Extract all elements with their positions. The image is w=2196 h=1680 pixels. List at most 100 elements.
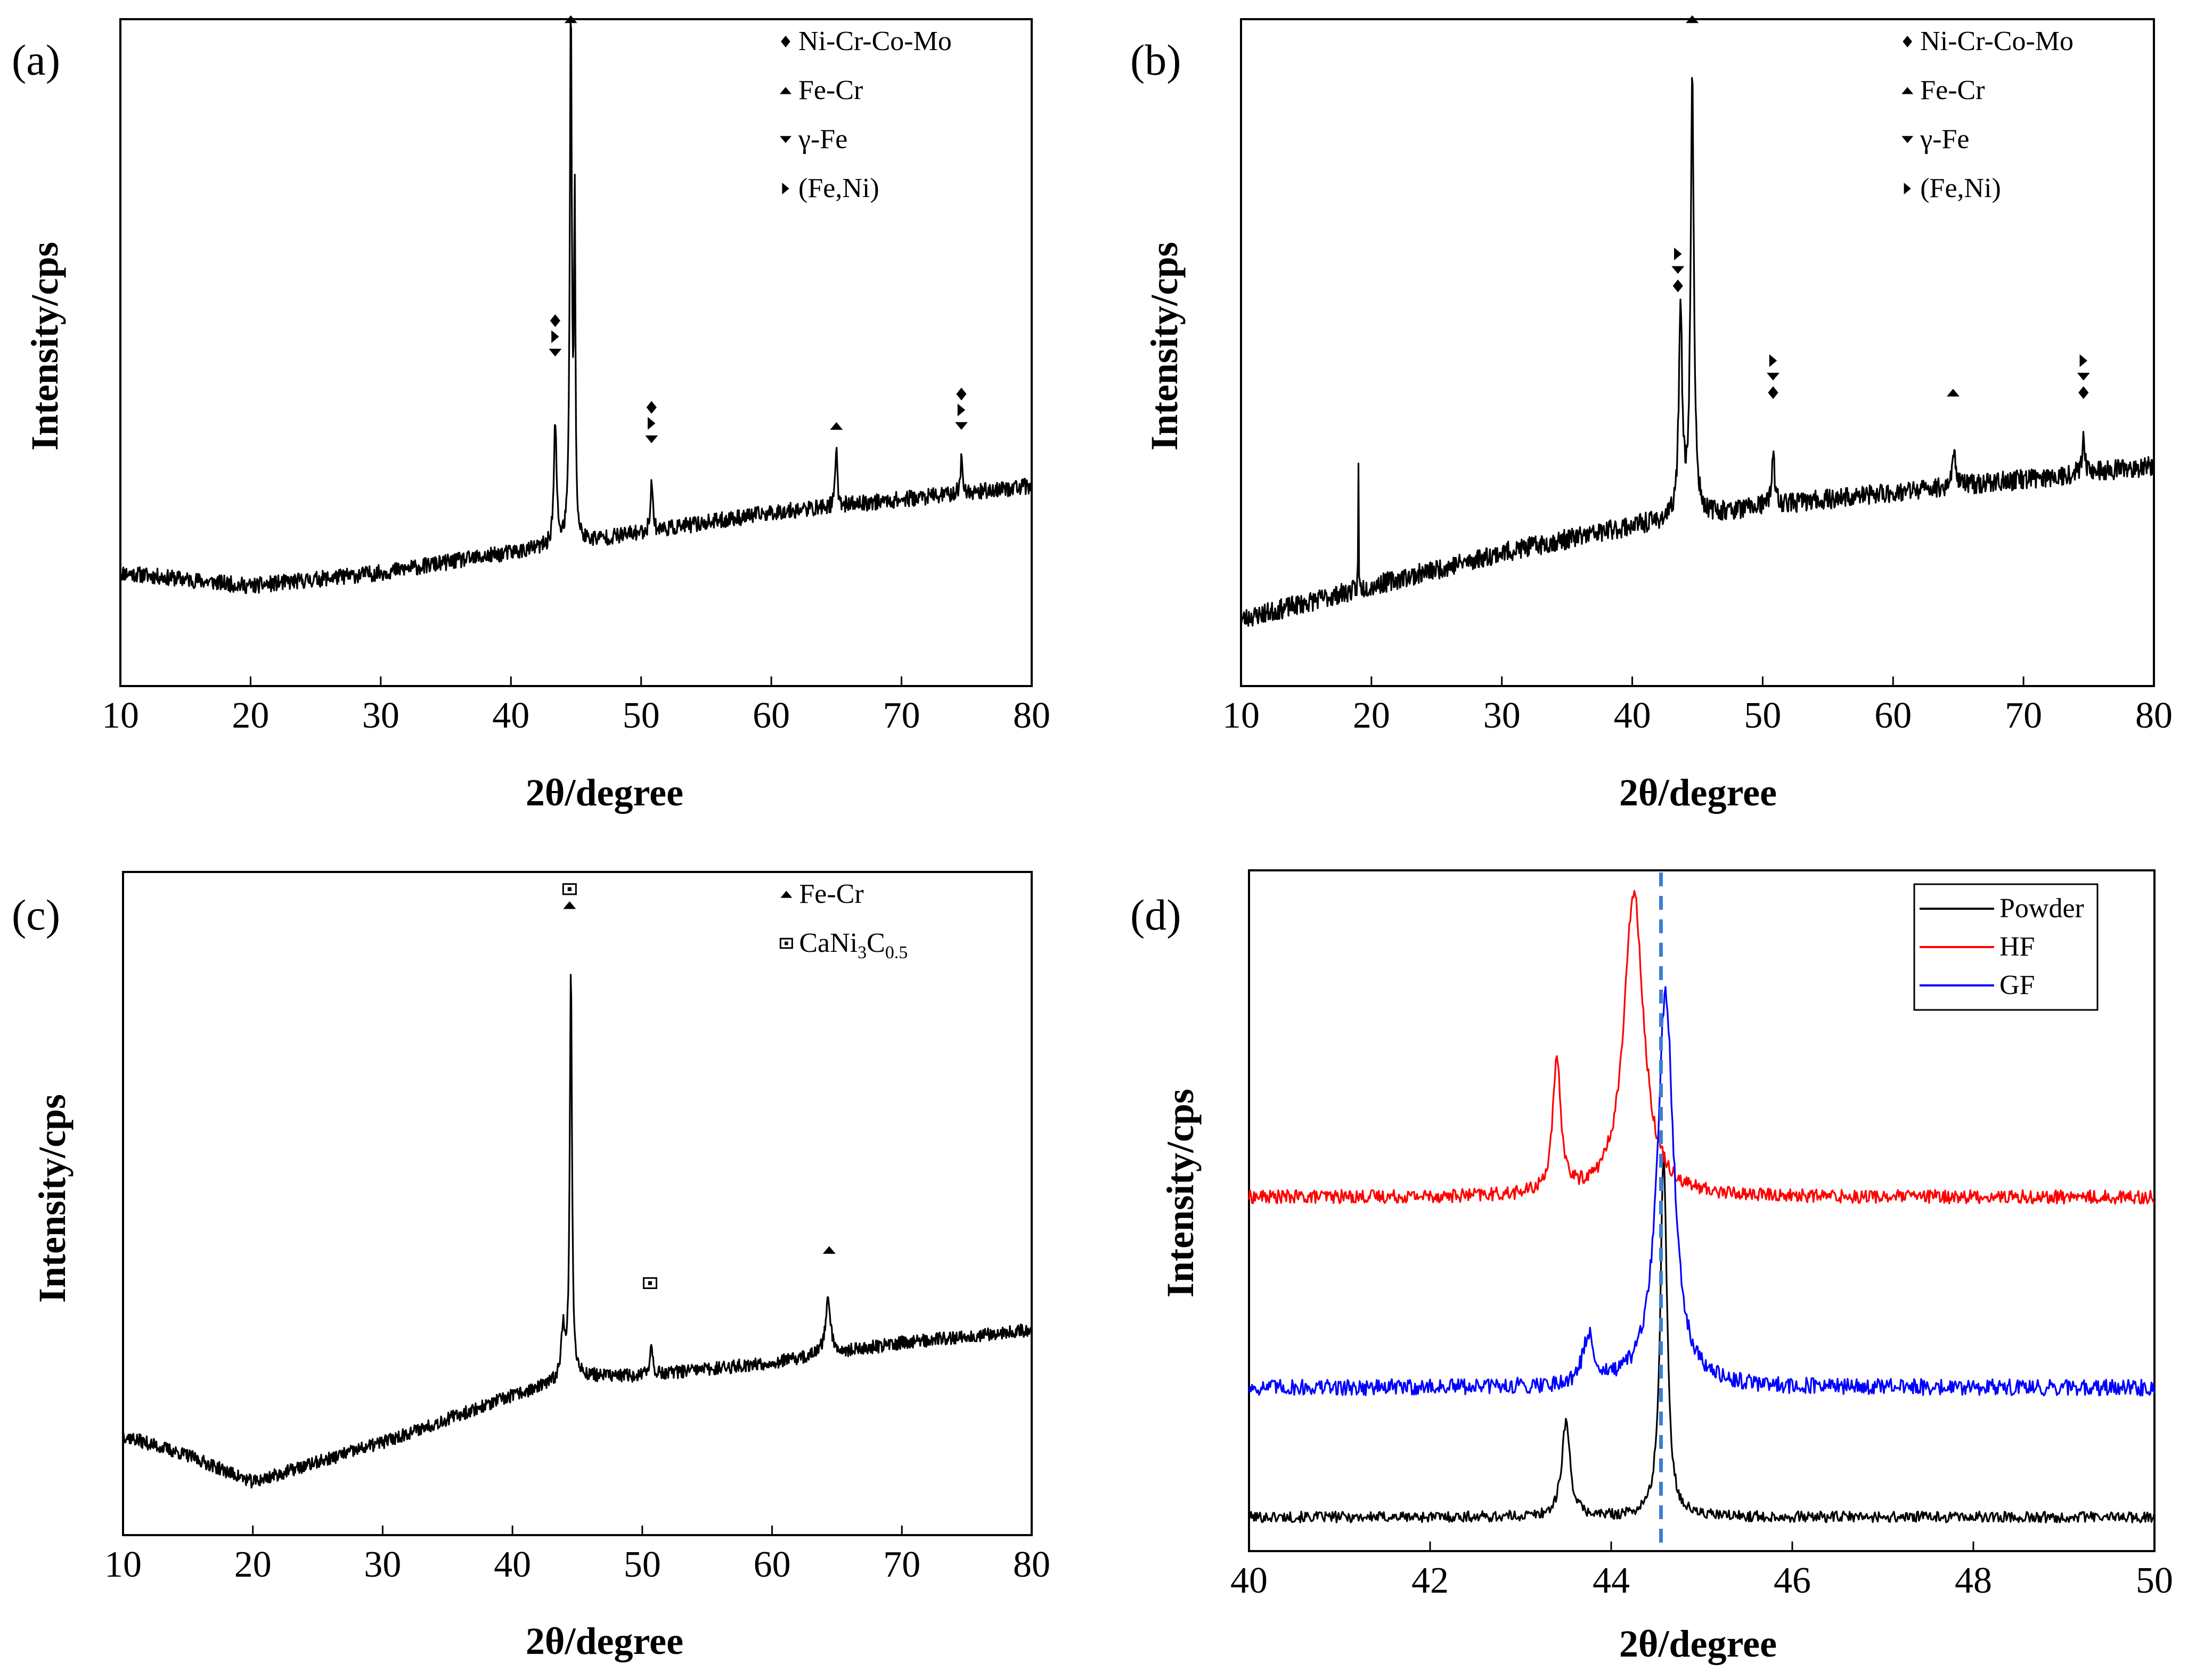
peak-marker-b-4-2 [2079, 354, 2087, 368]
xtick-label-a-2: 30 [362, 695, 399, 736]
legend-marker-a-2 [780, 136, 792, 143]
legend-text-b-0: Ni-Cr-Co-Mo [1920, 26, 2073, 56]
xlabel-b: 2θ/degree [1619, 771, 1777, 814]
legend-text-b-2: γ-Fe [1920, 124, 1969, 154]
peak-marker-a-0-1 [551, 330, 559, 343]
peak-marker-a-0-2 [550, 314, 560, 327]
xtick-label-d-3: 46 [1774, 1560, 1811, 1601]
xtick-label-c-6: 70 [883, 1544, 920, 1585]
xtick-label-b-4: 50 [1744, 695, 1781, 736]
xtick-label-d-4: 48 [1955, 1560, 1992, 1601]
xtick-label-a-1: 20 [232, 695, 269, 736]
panel-label-d: (d) [1130, 891, 1181, 939]
legend-text-c-0: Fe-Cr [799, 879, 863, 909]
xtick-label-c-3: 40 [494, 1544, 531, 1585]
legend-label-gf: GF [1999, 970, 2035, 1000]
plot-area-c: 10 20 30 40 50 60 70 80 Fe-Cr CaNi3C0.5 [104, 879, 1050, 1585]
xtick-label-b-2: 30 [1483, 695, 1521, 736]
peak-marker-c-1-0-dot [648, 1281, 652, 1285]
peak-marker-a-2-0 [645, 435, 658, 443]
peak-marker-c-1-0 [642, 1277, 657, 1290]
xtick-label-c-2: 30 [364, 1544, 401, 1585]
peak-marker-a-2-2 [646, 401, 657, 414]
ylabel-c: Intensity/cps [31, 1094, 74, 1303]
panel-label-c: (c) [12, 891, 60, 939]
legend-marker-b-0 [1903, 36, 1913, 47]
peak-marker-c-2-0 [822, 1246, 836, 1254]
panel-a: (a) Intensity/cps 2θ/degree 10 20 30 40 50 60… [12, 15, 1050, 814]
plot-area-b: 10 20 30 40 50 60 70 80 Ni-Cr-Co-Mo Fe-Cr γ-Fe (Fe,… [1222, 15, 2173, 736]
legend-marker-a-3 [782, 183, 789, 194]
legend-text-a-2: γ-Fe [798, 124, 847, 154]
peak-marker-b-3-0 [1946, 388, 1960, 397]
plot-frame-a [119, 18, 1033, 687]
plot-area-d: 40 42 44 46 48 50 Powder HF GF [1230, 872, 2173, 1601]
legend-marker-a-1 [780, 87, 792, 94]
xtick-label-a-0: 10 [102, 695, 139, 736]
peak-marker-a-4-1 [957, 403, 966, 417]
plot-area-a: 10 20 30 40 50 60 70 80 Ni-Cr-Co-Mo Fe-Cr γ-Fe (Fe,… [102, 15, 1050, 736]
xtick-label-a-6: 70 [883, 695, 920, 736]
xtick-label-c-4: 50 [624, 1544, 661, 1585]
xtick-label-d-0: 40 [1230, 1560, 1268, 1601]
xtick-label-b-5: 60 [1874, 695, 1912, 736]
xtick-label-b-6: 70 [2005, 695, 2042, 736]
xrd-line-b [1240, 77, 2155, 627]
series-line-gf [1248, 986, 2156, 1397]
legend-marker-c-1 [779, 937, 793, 949]
peak-marker-b-0-1 [1671, 266, 1685, 274]
peak-marker-b-2-1 [1767, 372, 1780, 381]
xtick-label-a-4: 50 [623, 695, 660, 736]
peak-marker-c-0-0 [563, 901, 576, 909]
xtick-label-b-0: 10 [1222, 695, 1260, 736]
xtick-label-a-5: 60 [753, 695, 790, 736]
xtick-label-c-1: 20 [234, 1544, 272, 1585]
peak-marker-c-0-1 [562, 883, 577, 895]
peak-marker-a-1-0 [564, 15, 577, 23]
legend-marker-b-3 [1904, 183, 1911, 194]
xlabel-c: 2θ/degree [526, 1620, 683, 1662]
peak-marker-b-4-1 [2077, 372, 2090, 381]
plot-frame-c [122, 871, 1033, 1536]
legend-label-powder: Powder [1999, 893, 2084, 924]
xtick-label-d-1: 42 [1411, 1560, 1449, 1601]
ylabel-a: Intensity/cps [23, 242, 66, 451]
xtick-label-b-1: 20 [1353, 695, 1390, 736]
xtick-label-d-5: 50 [2136, 1560, 2173, 1601]
xtick-label-d-2: 44 [1593, 1560, 1630, 1601]
peak-marker-b-2-2 [1769, 354, 1777, 368]
legend-text-a-1: Fe-Cr [798, 75, 863, 105]
panel-label-a: (a) [12, 36, 60, 84]
xtick-label-b-3: 40 [1614, 695, 1651, 736]
legend-marker-c-0 [780, 891, 793, 898]
peak-marker-b-4-0 [2078, 386, 2089, 399]
legend-marker-b-1 [1901, 87, 1914, 94]
xtick-label-c-5: 60 [754, 1544, 791, 1585]
peak-marker-a-2-1 [648, 417, 656, 430]
peak-marker-a-3-0 [830, 422, 843, 430]
legend-text-a-0: Ni-Cr-Co-Mo [798, 26, 952, 56]
plot-frame-d [1248, 869, 2156, 1552]
xtick-label-c-0: 10 [104, 1544, 142, 1585]
xlabel-d: 2θ/degree [1619, 1622, 1777, 1665]
ylabel-d: Intensity/cps [1159, 1089, 1202, 1298]
panel-d: (d) Intensity/cps 2θ/degree 40 42 44 46 48 50… [1130, 869, 2173, 1665]
panel-label-b: (b) [1130, 36, 1181, 84]
xtick-label-a-3: 40 [492, 695, 529, 736]
xrd-line-a [119, 21, 1033, 594]
plot-frame-b [1240, 18, 2155, 687]
legend-text-b-1: Fe-Cr [1920, 75, 1985, 105]
legend-label-hf: HF [1999, 932, 2035, 962]
xtick-label-a-7: 80 [1013, 695, 1050, 736]
peak-marker-a-0-0 [549, 348, 562, 357]
series-line-powder [1248, 1151, 2156, 1523]
peak-marker-b-1-0 [1686, 15, 1699, 23]
xtick-label-b-7: 80 [2135, 695, 2173, 736]
peak-marker-c-0-1-dot [567, 887, 572, 891]
peak-marker-a-4-2 [956, 387, 967, 401]
peak-marker-b-0-0 [1672, 279, 1683, 292]
legend-text-b-3: (Fe,Ni) [1920, 173, 2001, 203]
ylabel-b: Intensity/cps [1143, 242, 1186, 451]
panel-b: (b) Intensity/cps 2θ/degree 10 20 30 40 50 60… [1130, 15, 2173, 814]
